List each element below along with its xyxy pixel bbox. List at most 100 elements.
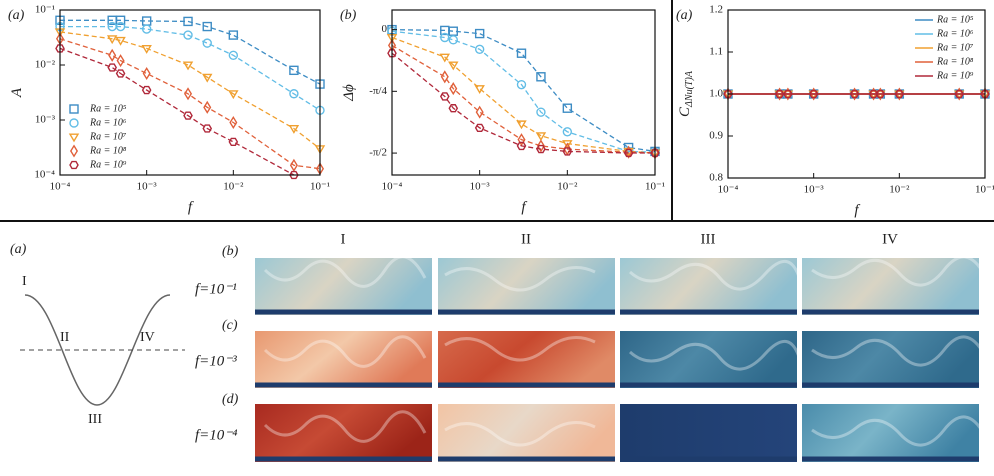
x-tick-label: 10⁻¹ — [645, 181, 665, 193]
bottom-layer — [255, 309, 979, 462]
row-label: (b) — [222, 244, 239, 259]
marker — [517, 133, 526, 147]
marker — [516, 79, 527, 90]
marker — [774, 89, 785, 99]
legend-swatch — [69, 144, 79, 158]
marker — [850, 87, 859, 101]
marker — [183, 16, 193, 27]
plumes — [263, 255, 986, 447]
marker — [955, 87, 964, 101]
marker — [115, 21, 126, 32]
marker — [448, 61, 459, 71]
marker — [895, 87, 904, 101]
phase-label: II — [60, 330, 70, 345]
legend-swatch — [69, 118, 79, 128]
snapshot — [438, 404, 615, 462]
marker — [439, 92, 450, 101]
x-tick-label: 10⁻² — [557, 181, 578, 193]
y-tick-label: 10⁻² — [35, 59, 56, 71]
marker — [475, 105, 484, 119]
marker — [289, 158, 298, 172]
marker — [894, 89, 905, 99]
x-tick-label: 10⁻⁴ — [382, 181, 403, 193]
marker — [650, 148, 660, 158]
snapshot — [255, 258, 432, 315]
series-line — [391, 44, 656, 154]
row-frequency: f=10⁻¹ — [195, 281, 237, 297]
marker — [202, 73, 213, 83]
marker — [440, 32, 450, 43]
marker — [202, 21, 212, 32]
marker — [562, 103, 573, 113]
marker — [562, 147, 573, 156]
marker — [115, 69, 126, 78]
panel-label: (a) — [676, 8, 693, 23]
snapshot — [802, 404, 979, 462]
y-axis-label-main: Δϕ — [341, 84, 357, 102]
marker — [809, 87, 818, 101]
column-header: I — [341, 231, 346, 247]
marker — [516, 48, 527, 58]
marker — [516, 141, 527, 151]
marker — [516, 120, 527, 130]
column-header: III — [701, 231, 716, 247]
marker — [182, 61, 194, 71]
marker — [228, 50, 239, 61]
series-line — [59, 31, 321, 150]
marker — [288, 125, 300, 134]
snapshot — [620, 404, 797, 462]
y-tick-label: -π/2 — [369, 147, 387, 159]
x-axis-label: f — [188, 199, 194, 215]
marker — [448, 35, 458, 45]
cosine-curve — [24, 294, 171, 406]
snapshot — [438, 258, 615, 315]
y-axis-label-main: A — [9, 87, 25, 98]
legend-swatch — [68, 133, 80, 143]
marker — [141, 44, 152, 54]
marker — [107, 63, 117, 72]
phase-label: I — [22, 274, 27, 289]
marker — [116, 54, 125, 68]
marker — [562, 127, 573, 137]
marker — [202, 124, 213, 133]
marker — [141, 85, 152, 95]
marker — [536, 107, 546, 117]
legend-label: Ra = 10⁶ — [89, 117, 127, 128]
marker — [183, 111, 193, 120]
phase-label: IV — [140, 330, 155, 345]
series-line — [391, 28, 656, 153]
y-tick-label: 1.1 — [709, 46, 723, 58]
marker — [980, 89, 990, 99]
x-tick-label: 10⁻¹ — [975, 184, 994, 196]
phase-label: III — [88, 412, 102, 427]
x-tick-label: 10⁻² — [889, 184, 910, 196]
marker — [474, 44, 485, 54]
marker — [808, 89, 819, 99]
y-tick-label: -π/4 — [369, 85, 387, 97]
series-line — [60, 19, 321, 85]
marker — [440, 70, 449, 84]
x-tick-label: 10⁻³ — [470, 181, 491, 193]
y-tick-label: 10⁻³ — [35, 114, 56, 126]
marker — [387, 49, 397, 58]
marker — [623, 148, 634, 158]
y-tick-label: 1.0 — [709, 88, 723, 100]
y-tick-label: 10⁻¹ — [35, 4, 55, 16]
marker — [183, 30, 193, 40]
snapshot — [802, 258, 979, 315]
y-axis-label-sub: ΔNu(T)A — [684, 70, 695, 108]
marker — [202, 38, 212, 48]
snapshots — [255, 255, 986, 462]
marker — [869, 87, 878, 101]
snapshot — [255, 331, 432, 388]
marker — [439, 53, 451, 63]
legend-label: Ra = 10⁷ — [936, 42, 974, 53]
legend-label: Ra = 10⁶ — [936, 28, 974, 39]
marker — [289, 65, 299, 76]
y-tick-label: 0.9 — [709, 130, 723, 142]
column-header: II — [521, 231, 531, 247]
y-tick-label: 0.8 — [709, 172, 723, 184]
snapshot — [802, 331, 979, 388]
panel-label: (a) — [8, 8, 25, 23]
marker — [783, 89, 793, 99]
